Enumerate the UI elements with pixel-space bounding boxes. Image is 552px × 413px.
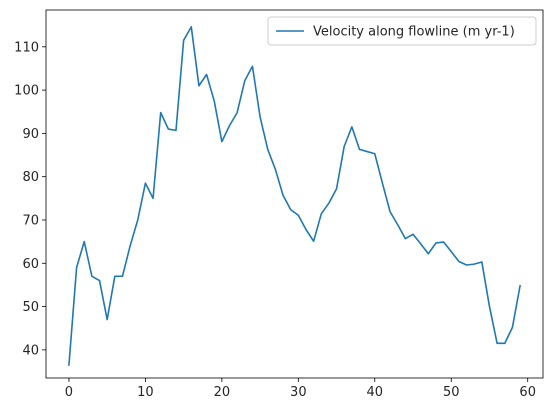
legend-box [267,16,537,46]
data-point [350,125,353,128]
x-tick-label: 0 [65,385,73,400]
data-point [457,260,460,263]
y-tick-label: 40 [22,343,39,358]
data-point [190,25,193,28]
data-point [167,128,170,131]
data-point [366,150,369,153]
data-point [243,79,246,82]
data-point [419,242,422,245]
data-point [266,148,269,151]
data-point [75,266,78,269]
data-point [450,250,453,253]
data-point [106,318,109,321]
x-tick-label: 10 [137,385,154,400]
data-point [205,73,208,76]
y-tick-label: 80 [22,170,39,185]
data-point [182,39,185,42]
data-point [358,148,361,151]
data-point [335,187,338,190]
data-point [396,223,399,226]
legend: Velocity along flowline (m yr-1) [267,16,537,46]
data-point [434,241,437,244]
y-tick-label: 110 [14,40,39,55]
legend-label: Velocity along flowline (m yr-1) [313,25,515,40]
y-tick-label: 50 [22,300,39,315]
data-point [220,140,223,143]
plot-area [46,10,543,378]
data-point [83,240,86,243]
data-point [228,124,231,127]
data-point [320,212,323,215]
data-point [503,342,506,345]
data-point [159,111,162,114]
data-point [389,210,392,213]
data-point [144,182,147,185]
data-point [473,263,476,266]
plot-frame [45,9,544,379]
data-point [480,260,483,263]
data-point [404,237,407,240]
data-point [236,111,239,114]
data-point [174,129,177,132]
y-tick-label: 90 [22,127,39,142]
data-point [289,208,292,211]
data-point [67,364,70,367]
y-tick-label: 60 [22,257,39,272]
data-point [373,152,376,155]
data-point [488,305,491,308]
data-point [152,197,155,200]
data-point [213,99,216,102]
data-point [496,342,499,345]
data-point [442,241,445,244]
data-point [197,84,200,87]
x-tick-label: 50 [443,385,460,400]
data-point [274,168,277,171]
data-point [412,233,415,236]
data-point [381,182,384,185]
plot-layer [67,25,522,367]
x-tick-label: 20 [214,385,231,400]
data-point [121,275,124,278]
y-tick-label: 70 [22,213,39,228]
data-point [343,145,346,148]
data-point [312,240,315,243]
data-point [98,279,101,282]
y-tick-label: 100 [14,84,39,99]
data-point [113,275,116,278]
data-point [304,228,307,231]
x-tick-label: 60 [519,385,536,400]
x-tick-label: 30 [290,385,307,400]
data-point [259,115,262,118]
data-point [297,214,300,217]
series-line-velocity [68,26,521,366]
data-point [282,194,285,197]
data-point [251,65,254,68]
x-tick-label: 40 [367,385,384,400]
data-point [129,244,132,247]
data-point [136,218,139,221]
axes-layer: 0 10 20 30 40 50 60 40 50 60 70 80 90 100 110 [14,40,536,400]
data-point [511,326,514,329]
data-point [427,252,430,255]
data-point [90,275,93,278]
data-point [465,264,468,267]
data-point [327,202,330,205]
data-point [519,284,522,287]
